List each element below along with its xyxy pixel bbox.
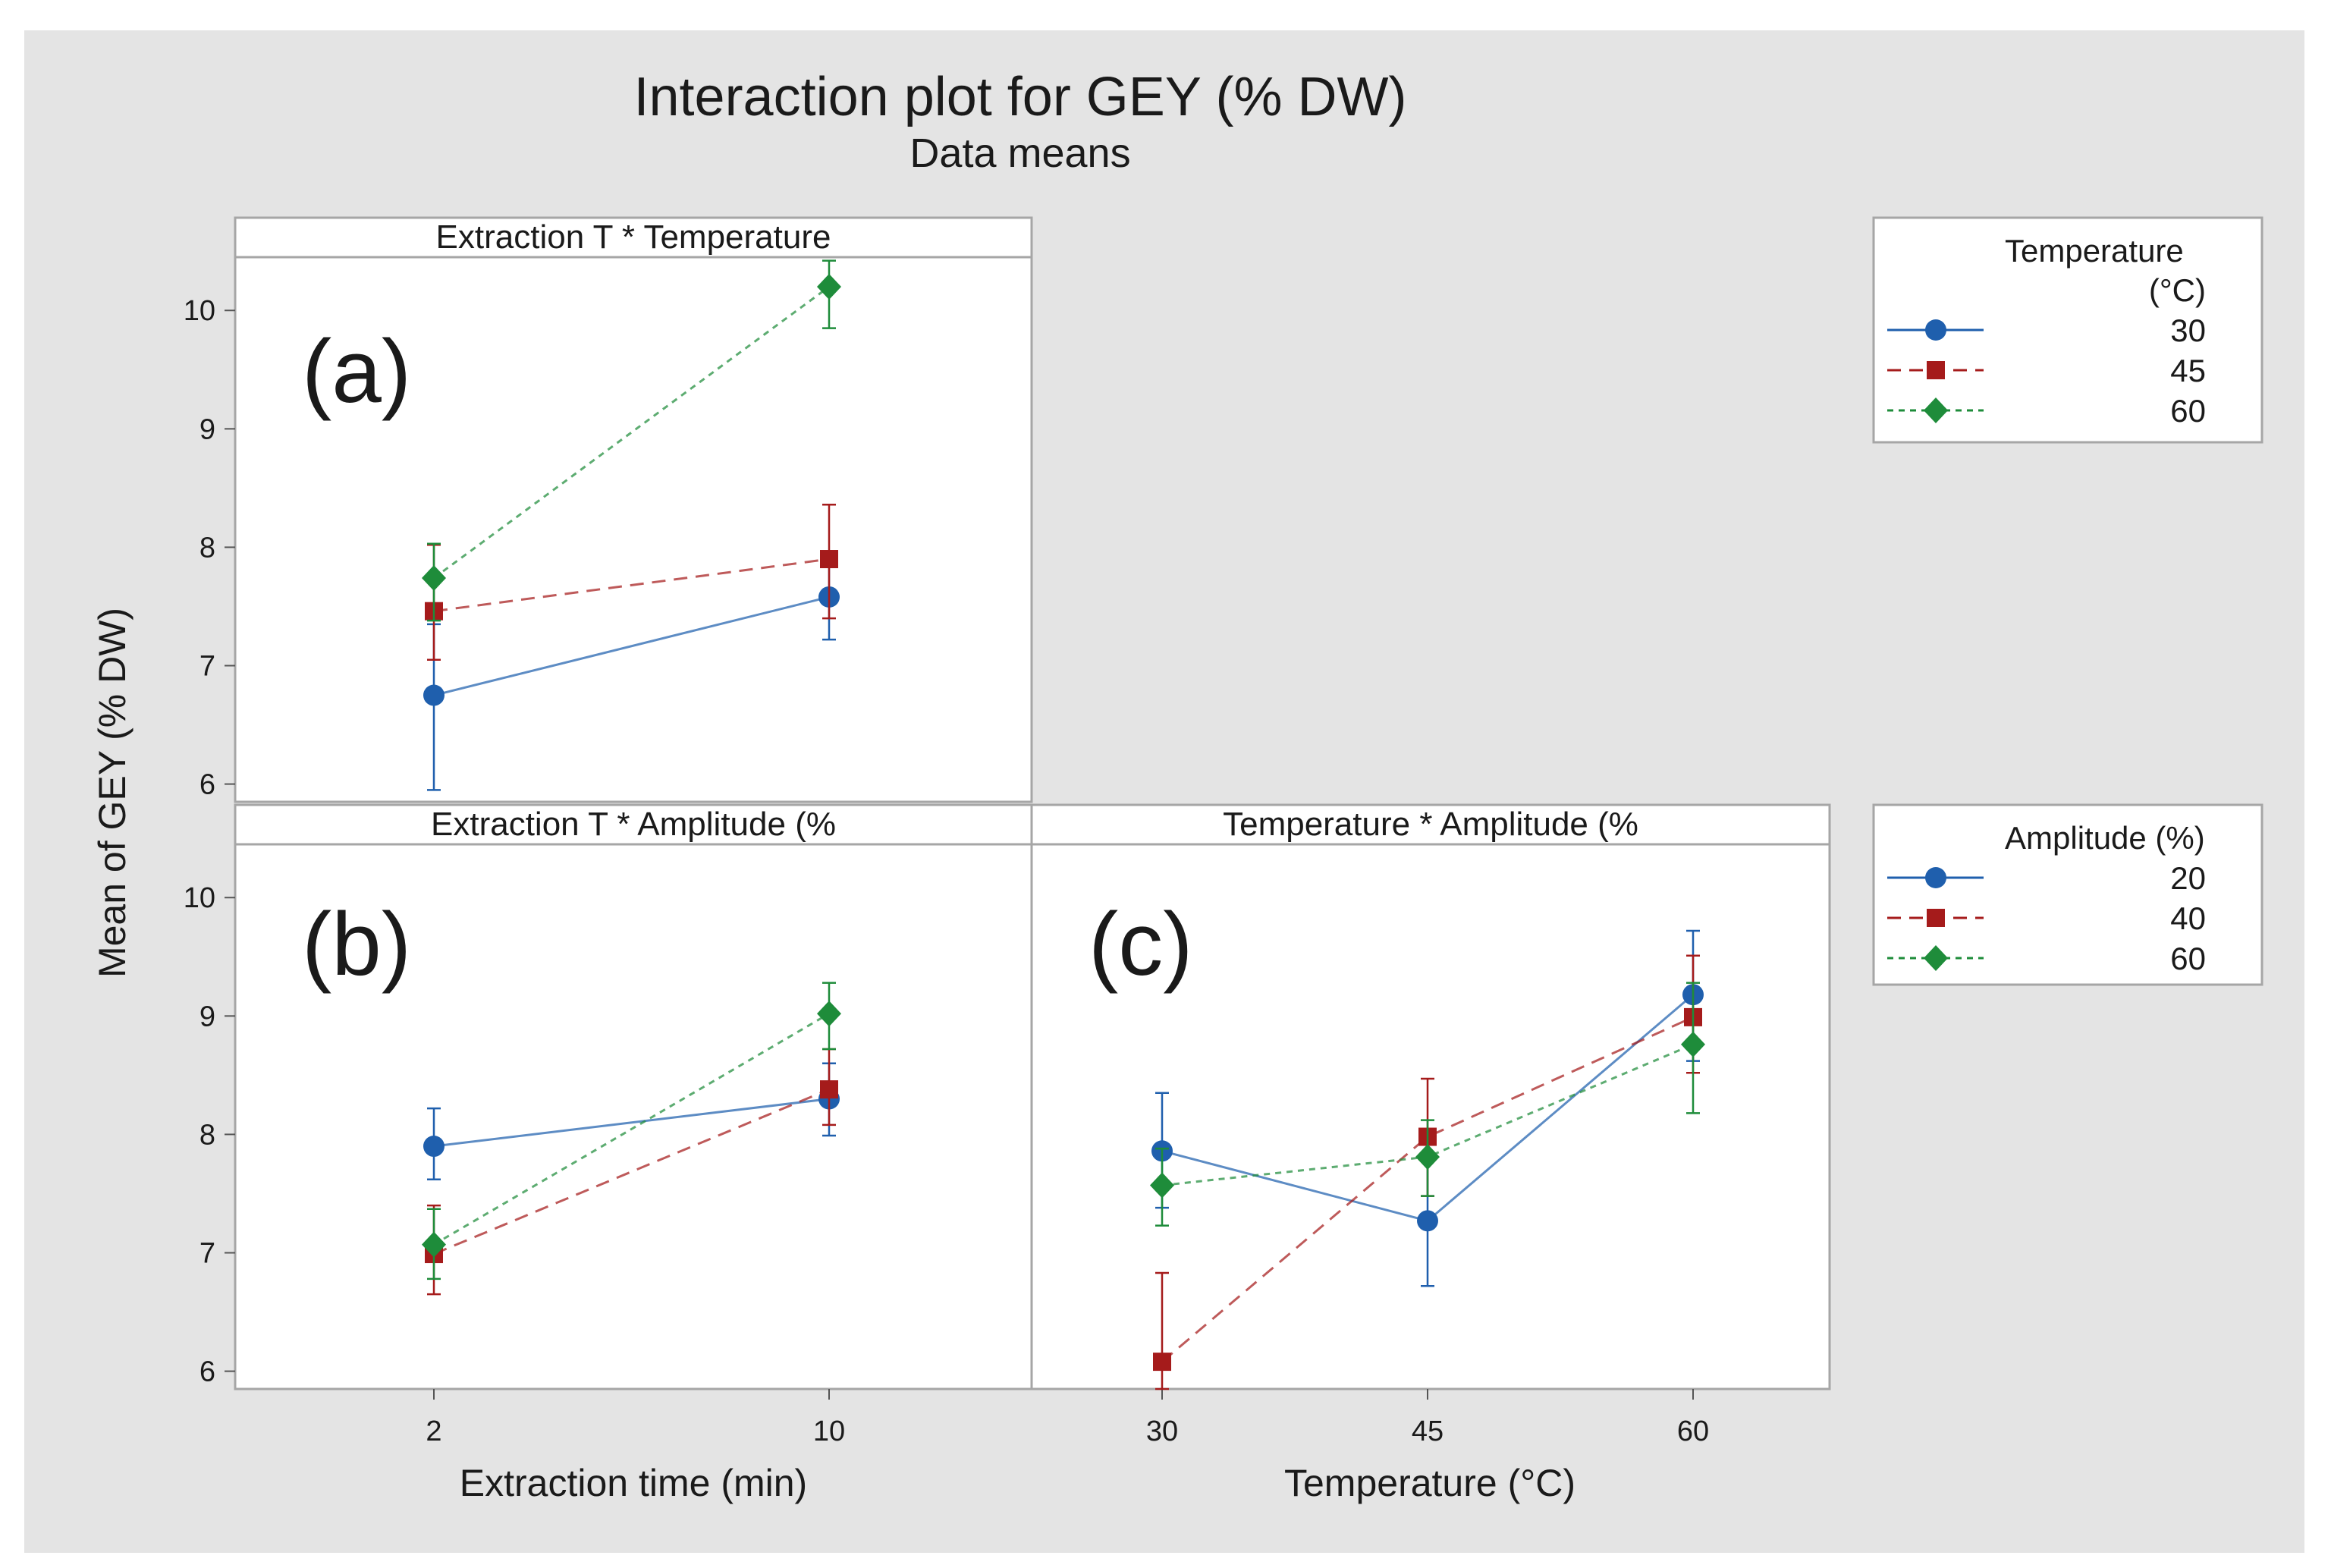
series-line — [433, 285, 830, 580]
series-line — [433, 595, 830, 696]
legend-item-label: 40 — [2170, 900, 2206, 936]
y-tick-label: 7 — [199, 651, 215, 683]
legend-marker — [1925, 319, 1946, 341]
y-tick-label: 6 — [199, 1356, 215, 1388]
legend-marker — [1927, 909, 1945, 927]
panel-strip-title: Temperature * Amplitude (% — [1223, 806, 1638, 843]
legend-item: 45 — [1887, 353, 2206, 388]
y-tick-label: 8 — [199, 532, 215, 564]
legend-marker — [1924, 397, 1948, 423]
panel-tag: (b) — [302, 894, 411, 995]
legend-temperature: Temperature(°C) 30 45 60 — [1872, 216, 2263, 444]
legend-title: Amplitude (%) — [2005, 820, 2205, 856]
legend-item: 60 — [1887, 393, 2206, 429]
figure-subtitle: Data means — [909, 130, 1130, 176]
series-line — [433, 1088, 830, 1255]
x-axis-title: Extraction time (min) — [460, 1462, 807, 1504]
legend-marker — [1925, 867, 1946, 888]
series-60 — [422, 259, 841, 622]
legend-item: 40 — [1887, 900, 2206, 936]
panel-tag: (a) — [302, 322, 411, 422]
data-point — [1153, 1353, 1171, 1372]
x-tick-label: 60 — [1677, 1416, 1709, 1447]
data-point — [820, 1080, 838, 1099]
y-axis-title: Mean of GEY (% DW) — [91, 608, 134, 978]
data-point — [422, 564, 446, 591]
legend-item: 30 — [1887, 313, 2206, 348]
legend-title: Temperature — [2005, 233, 2184, 269]
series-60 — [1150, 982, 1705, 1227]
data-point — [1415, 1144, 1440, 1171]
y-tick-label: 6 — [199, 769, 215, 801]
x-tick-label: 10 — [813, 1416, 845, 1447]
data-point — [422, 1231, 446, 1258]
legend-item: 20 — [1887, 860, 2206, 896]
y-tick-label: 9 — [199, 413, 215, 445]
legend-item-label: 20 — [2170, 860, 2206, 896]
legend-marker — [1927, 361, 1945, 379]
series-40 — [1153, 954, 1702, 1390]
legend-title-unit: (°C) — [2149, 272, 2206, 308]
data-point — [1681, 1031, 1705, 1057]
legend-marker — [1924, 945, 1948, 971]
data-point — [817, 1001, 841, 1027]
x-tick-label: 2 — [426, 1416, 441, 1447]
x-axis-title: Temperature (°C) — [1284, 1462, 1575, 1504]
panel-c: Temperature * Amplitude (% 30 45 60 Temperat… — [1030, 803, 1831, 1504]
x-tick-label: 30 — [1146, 1416, 1178, 1447]
data-point — [817, 274, 841, 300]
series-line — [1161, 1016, 1694, 1363]
legend-item-label: 45 — [2170, 353, 2206, 388]
panel-plot-area — [234, 256, 1033, 803]
panel-a: Extraction T * Temperature 6 7 8 9 10 (a) — [184, 216, 1033, 803]
legends: Temperature(°C) 30 45 60 Amplitude (%) 20 40 60 — [1872, 216, 2263, 986]
y-tick-label: 8 — [199, 1119, 215, 1151]
panel-plot-area — [234, 843, 1033, 1390]
legend-item-label: 60 — [2170, 393, 2206, 429]
x-tick-label: 45 — [1412, 1416, 1444, 1447]
data-point — [423, 684, 445, 706]
series-line — [433, 1098, 830, 1148]
series-60 — [422, 982, 841, 1280]
legend-item-label: 30 — [2170, 313, 2206, 348]
data-point — [1417, 1210, 1438, 1232]
legend-item: 60 — [1887, 941, 2206, 976]
y-tick-label: 9 — [199, 1001, 215, 1032]
panel-strip — [1030, 803, 1831, 846]
data-point — [820, 550, 838, 569]
y-tick-label: 7 — [199, 1238, 215, 1270]
legend-item-label: 60 — [2170, 941, 2206, 976]
series-line — [433, 558, 830, 613]
panels: Extraction T * Temperature678910(a)Extra… — [184, 216, 1831, 1504]
panel-tag: (c) — [1089, 894, 1193, 995]
panel-strip-title: Extraction T * Amplitude (% — [431, 806, 836, 843]
panel-plot-area — [1030, 843, 1831, 1390]
data-point — [1150, 1172, 1174, 1199]
y-tick-label: 10 — [184, 295, 215, 327]
series-line — [433, 1012, 830, 1246]
legend-amplitude: Amplitude (%) 20 40 60 — [1872, 803, 2263, 986]
panel-strip-title: Extraction T * Temperature — [436, 218, 831, 256]
data-point — [423, 1136, 445, 1158]
y-tick-label: 10 — [184, 882, 215, 914]
figure-title: Interaction plot for GEY (% DW) — [633, 67, 1406, 127]
